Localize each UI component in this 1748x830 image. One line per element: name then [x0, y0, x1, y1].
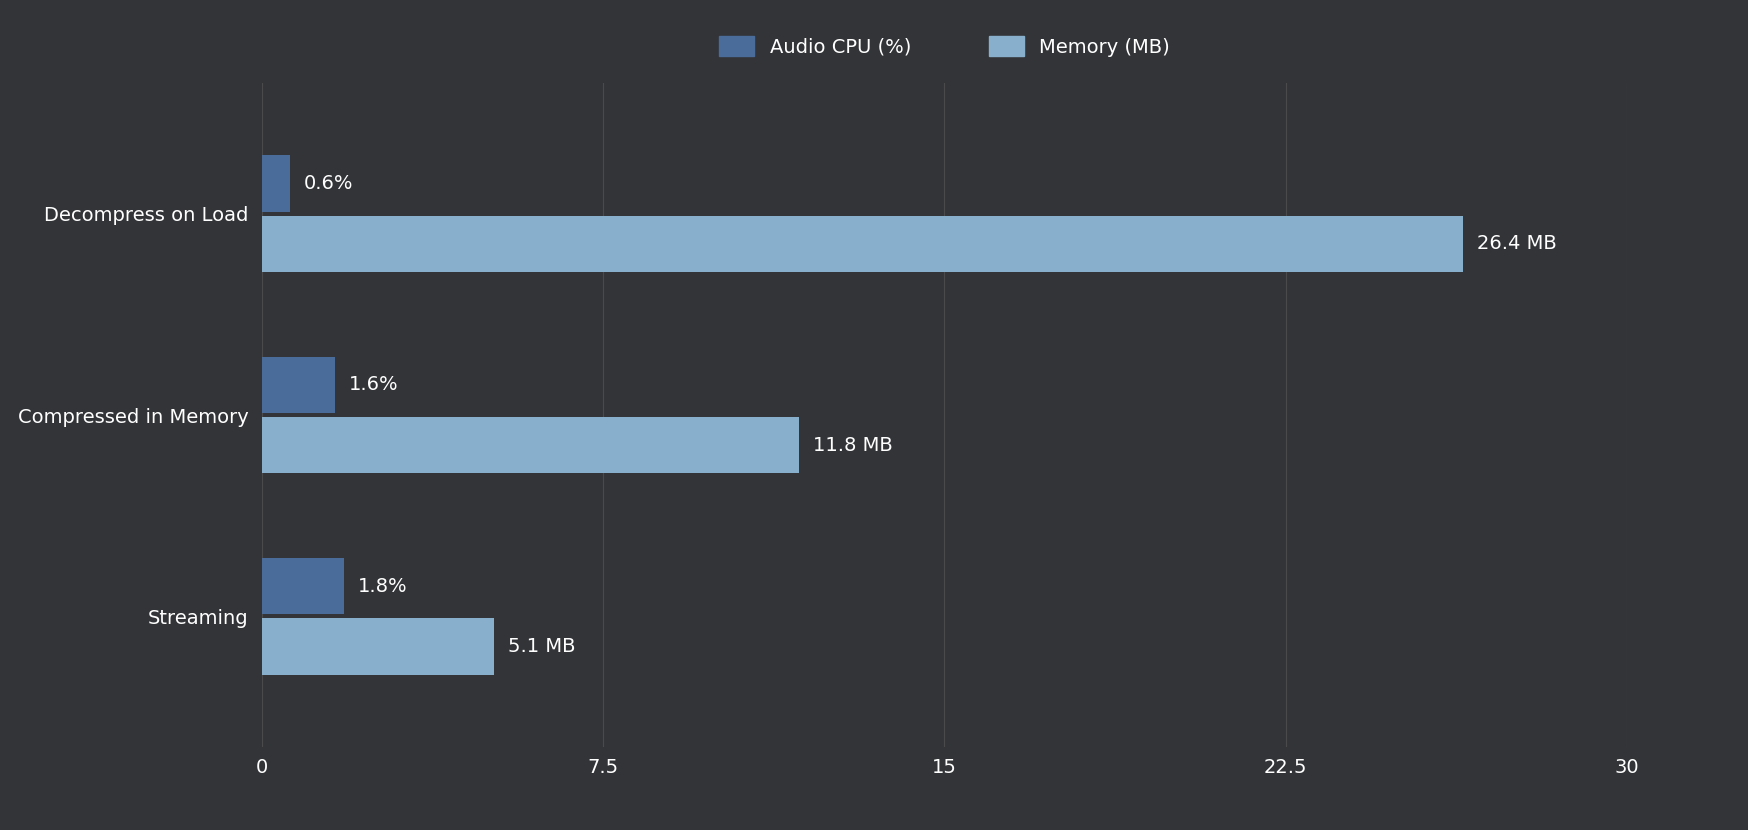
Bar: [262, 216, 1461, 272]
Bar: [262, 618, 495, 675]
Bar: [262, 155, 290, 212]
Bar: [262, 417, 799, 473]
Text: 0.6%: 0.6%: [302, 174, 353, 193]
Text: 5.1 MB: 5.1 MB: [507, 637, 575, 656]
Text: 26.4 MB: 26.4 MB: [1475, 234, 1556, 253]
Bar: [262, 357, 336, 413]
Legend: Audio CPU (%), Memory (MB): Audio CPU (%), Memory (MB): [710, 27, 1178, 66]
Text: 1.6%: 1.6%: [348, 375, 399, 394]
Text: 11.8 MB: 11.8 MB: [813, 436, 891, 455]
Text: 1.8%: 1.8%: [358, 577, 407, 596]
Bar: [262, 558, 344, 614]
